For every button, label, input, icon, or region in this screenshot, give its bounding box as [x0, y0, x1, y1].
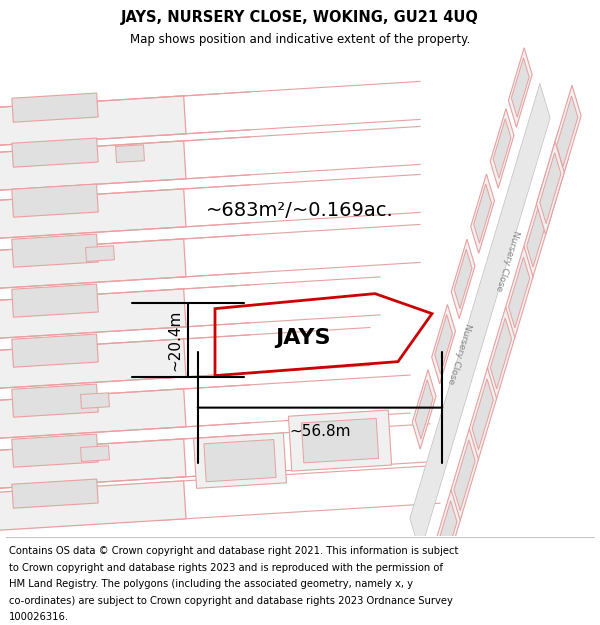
Polygon shape [527, 196, 548, 267]
Polygon shape [116, 145, 145, 162]
Polygon shape [536, 142, 564, 234]
Polygon shape [469, 368, 497, 461]
Polygon shape [505, 246, 533, 339]
Text: Nursery Close: Nursery Close [494, 229, 521, 292]
Text: Contains OS data © Crown copyright and database right 2021. This information is : Contains OS data © Crown copyright and d… [9, 546, 458, 556]
Polygon shape [511, 58, 529, 118]
Polygon shape [523, 185, 551, 278]
Polygon shape [508, 48, 532, 128]
Polygon shape [204, 439, 276, 482]
Polygon shape [509, 257, 530, 328]
Polygon shape [12, 138, 98, 168]
Polygon shape [80, 392, 109, 409]
Polygon shape [0, 389, 186, 438]
Polygon shape [451, 239, 475, 319]
Polygon shape [490, 109, 514, 188]
Polygon shape [289, 410, 392, 471]
Polygon shape [0, 239, 186, 288]
Polygon shape [194, 433, 286, 488]
Polygon shape [557, 96, 578, 167]
Polygon shape [12, 434, 98, 468]
Polygon shape [435, 314, 452, 374]
Polygon shape [86, 246, 115, 261]
Text: ~20.4m: ~20.4m [167, 309, 182, 371]
Text: ~683m²/~0.169ac.: ~683m²/~0.169ac. [206, 201, 394, 220]
Polygon shape [433, 489, 460, 582]
Polygon shape [0, 189, 186, 238]
Text: HM Land Registry. The polygons (including the associated geometry, namely x, y: HM Land Registry. The polygons (includin… [9, 579, 413, 589]
Polygon shape [0, 141, 186, 191]
Polygon shape [0, 339, 186, 388]
Polygon shape [432, 304, 455, 384]
Polygon shape [544, 139, 565, 211]
Polygon shape [410, 83, 550, 553]
Text: Nursery Close: Nursery Close [446, 322, 472, 385]
Polygon shape [0, 481, 186, 531]
Polygon shape [540, 152, 561, 224]
Polygon shape [451, 429, 478, 522]
Polygon shape [493, 119, 511, 178]
Text: JAYS, NURSERY CLOSE, WOKING, GU21 4UQ: JAYS, NURSERY CLOSE, WOKING, GU21 4UQ [121, 10, 479, 25]
Polygon shape [12, 93, 98, 122]
Polygon shape [12, 234, 98, 268]
Text: co-ordinates) are subject to Crown copyright and database rights 2023 Ordnance S: co-ordinates) are subject to Crown copyr… [9, 596, 453, 606]
Polygon shape [472, 379, 493, 450]
Polygon shape [0, 96, 186, 146]
Text: ~56.8m: ~56.8m [289, 424, 351, 439]
Polygon shape [474, 184, 491, 243]
Text: Map shows position and indicative extent of the property.: Map shows position and indicative extent… [130, 33, 470, 46]
Polygon shape [12, 479, 98, 508]
Text: to Crown copyright and database rights 2023 and is reproduced with the permissio: to Crown copyright and database rights 2… [9, 563, 443, 573]
Polygon shape [80, 446, 109, 461]
Polygon shape [471, 174, 494, 253]
Polygon shape [12, 284, 98, 318]
Polygon shape [12, 334, 98, 367]
Polygon shape [12, 184, 98, 218]
Polygon shape [436, 501, 457, 572]
Text: 100026316.: 100026316. [9, 612, 69, 622]
Polygon shape [0, 439, 186, 488]
Polygon shape [541, 129, 568, 221]
Polygon shape [454, 249, 472, 309]
Polygon shape [490, 318, 512, 389]
Polygon shape [12, 384, 98, 418]
Polygon shape [487, 307, 515, 400]
Polygon shape [301, 418, 379, 463]
Polygon shape [0, 289, 186, 338]
Text: JAYS: JAYS [275, 328, 331, 348]
Polygon shape [415, 380, 433, 439]
Polygon shape [454, 440, 475, 511]
Polygon shape [553, 85, 581, 178]
Polygon shape [412, 369, 436, 449]
